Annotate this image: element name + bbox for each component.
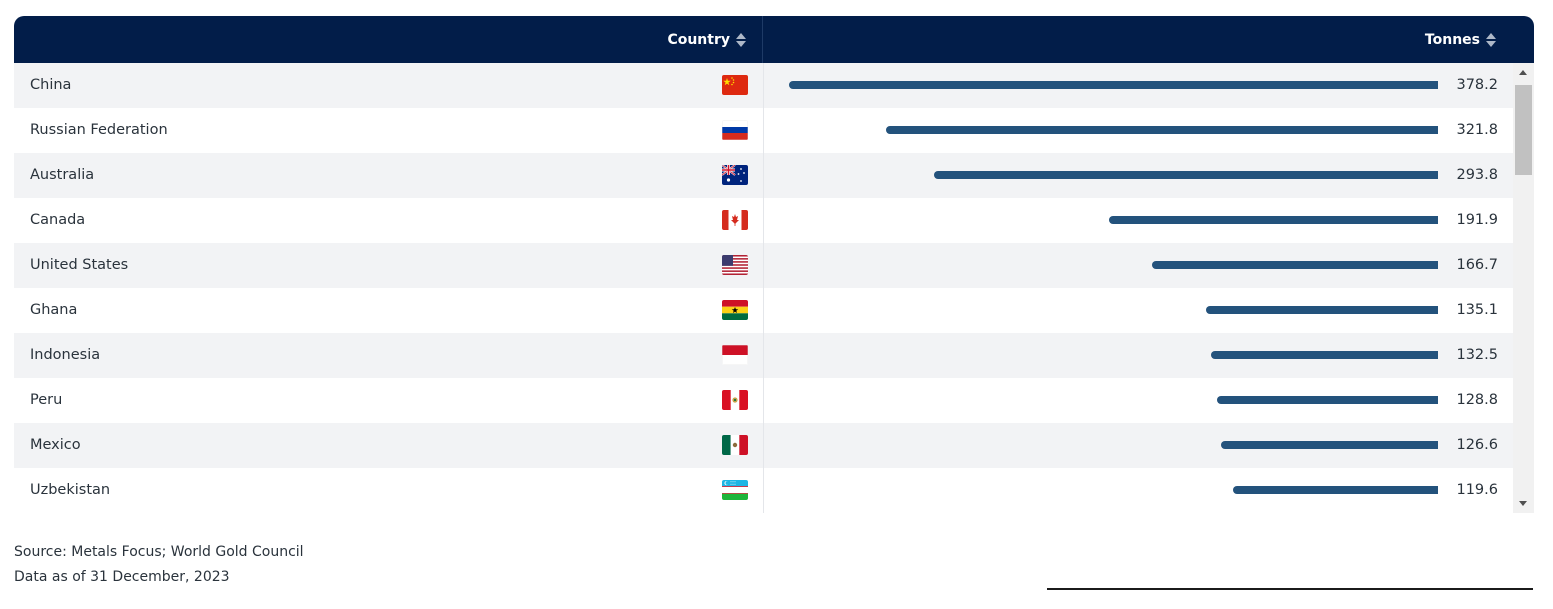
- table-row: Russian Federation 321.8: [14, 108, 1513, 153]
- ghana-flag-icon: [722, 300, 748, 320]
- table-row: China 378.2: [14, 63, 1513, 108]
- mexico-flag-icon: [722, 435, 748, 455]
- bar: [934, 171, 1438, 179]
- column-divider: [763, 63, 764, 108]
- table-row: Mexico 126.6: [14, 423, 1513, 468]
- bar: [886, 126, 1438, 134]
- scroll-down-icon[interactable]: [1519, 501, 1527, 506]
- country-name: Uzbekistan: [30, 482, 111, 498]
- sort-icon[interactable]: [736, 32, 746, 48]
- source-note: Source: Metals Focus; World Gold Council: [14, 544, 304, 560]
- country-name: Australia: [30, 167, 95, 183]
- country-name: China: [30, 77, 72, 93]
- footer-divider: [1047, 588, 1533, 590]
- bar: [1211, 351, 1438, 359]
- country-name: Canada: [30, 212, 86, 228]
- australia-flag-icon: [722, 165, 748, 185]
- country-header-label: Country: [667, 31, 730, 48]
- uzbekistan-flag-icon: [722, 480, 748, 500]
- column-divider: [763, 153, 764, 198]
- china-flag-icon: [722, 75, 748, 95]
- bar: [1217, 396, 1438, 404]
- sort-icon[interactable]: [1486, 32, 1496, 48]
- country-name: Indonesia: [30, 347, 101, 363]
- column-divider: [763, 288, 764, 333]
- table-row: United States 166.7: [14, 243, 1513, 288]
- bar: [1152, 261, 1438, 269]
- data-date-note: Data as of 31 December, 2023: [14, 569, 230, 585]
- column-divider: [763, 468, 764, 513]
- table-row: Ghana 135.1: [14, 288, 1513, 333]
- value-label: 191.9: [1456, 212, 1498, 228]
- value-label: 119.6: [1456, 482, 1498, 498]
- scroll-thumb[interactable]: [1515, 85, 1532, 175]
- tonnes-header-label: Tonnes: [1424, 31, 1480, 48]
- bar: [1233, 486, 1438, 494]
- value-label: 293.8: [1456, 167, 1498, 183]
- value-label: 126.6: [1456, 437, 1498, 453]
- country-name: Ghana: [30, 302, 78, 318]
- scroll-up-icon[interactable]: [1519, 70, 1527, 75]
- table-header: Country Tonnes: [14, 16, 1534, 63]
- column-divider: [763, 333, 764, 378]
- bar: [1221, 441, 1438, 449]
- column-divider: [763, 198, 764, 243]
- country-name: Peru: [30, 392, 63, 408]
- canada-flag-icon: [722, 210, 748, 230]
- table-row: Canada 191.9: [14, 198, 1513, 243]
- bar: [1206, 306, 1438, 314]
- column-divider: [763, 108, 764, 153]
- russia-flag-icon: [722, 120, 748, 140]
- country-name: United States: [30, 257, 129, 273]
- table-row: Australia 293.8: [14, 153, 1513, 198]
- bar: [789, 81, 1438, 89]
- country-column-header[interactable]: Country: [14, 16, 763, 63]
- value-label: 135.1: [1456, 302, 1498, 318]
- peru-flag-icon: [722, 390, 748, 410]
- column-divider: [763, 378, 764, 423]
- scrollbar[interactable]: [1513, 63, 1534, 513]
- country-name: Russian Federation: [30, 122, 168, 138]
- chart-footer: Source: Metals Focus; World Gold Council…: [14, 540, 304, 590]
- table-row: Indonesia 132.5: [14, 333, 1513, 378]
- table-row: Uzbekistan 119.6: [14, 468, 1513, 513]
- usa-flag-icon: [722, 255, 748, 275]
- value-label: 166.7: [1456, 257, 1498, 273]
- table-row: Peru 128.8: [14, 378, 1513, 423]
- table-body: Uzbekistan 119.6 Mexico 126.6 Peru 128.8 Indon…: [14, 63, 1534, 513]
- column-divider: [763, 243, 764, 288]
- indonesia-flag-icon: [722, 345, 748, 365]
- gold-production-table: Country Tonnes Uzbekistan 119.6 Mexico 126.…: [14, 16, 1534, 513]
- value-label: 321.8: [1456, 122, 1498, 138]
- tonnes-column-header[interactable]: Tonnes: [763, 16, 1534, 63]
- column-divider: [763, 423, 764, 468]
- country-name: Mexico: [30, 437, 81, 453]
- value-label: 378.2: [1456, 77, 1498, 93]
- value-label: 132.5: [1456, 347, 1498, 363]
- bar: [1109, 216, 1438, 224]
- value-label: 128.8: [1456, 392, 1498, 408]
